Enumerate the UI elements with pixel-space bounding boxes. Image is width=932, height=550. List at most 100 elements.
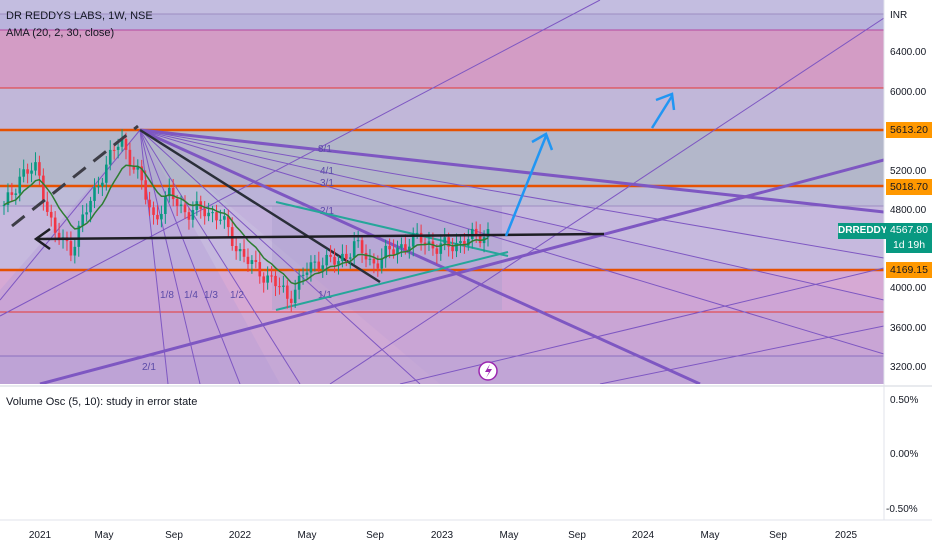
bar-countdown: 1d 19h [892,239,926,251]
time-tick: May [95,530,114,541]
fan-label: 1/4 [184,290,198,301]
candle-body [404,244,407,250]
candle-body [282,285,285,287]
candle-body [152,207,155,215]
oscillator-axis[interactable]: 0.50% 0.00% -0.50% [886,395,918,515]
candle-body [167,187,171,197]
candle-body [380,258,384,269]
candle-body [234,246,238,252]
candle-body [6,192,10,205]
candle-body [341,253,344,262]
gann-fan[interactable] [0,0,884,384]
candle-body [175,199,179,207]
candle-body [293,289,297,303]
candle-body [69,241,73,256]
candle-body [423,242,427,245]
candle-body [400,244,403,248]
candle-body [156,214,159,220]
candle-body [89,200,92,213]
dashed-trendline[interactable] [11,124,139,228]
time-tick: 2023 [431,530,454,541]
candle-body [160,214,163,220]
candle-body [132,166,136,170]
osc-tick: 0.00% [890,449,918,460]
candle-body [443,237,447,244]
candle-body [97,186,100,188]
neckline-arrow[interactable] [33,227,605,251]
candle-body [136,166,140,170]
oscillator-label[interactable]: Volume Osc (5, 10): study in error state [6,396,198,408]
chart-legend[interactable]: DR REDDYS LABS, 1W, NSE AMA (20, 2, 30, … [6,8,153,42]
candle-body [463,241,466,246]
candle-body [171,187,175,200]
candle-body [286,285,289,299]
candle-body [364,253,368,260]
price-tick: 3600.00 [890,323,927,334]
candle-body [408,246,411,250]
candle-body [45,201,49,212]
candle-body [309,262,313,273]
candle-body [474,228,478,235]
candle-body [254,260,258,263]
price-tag-5613: 5613.20 [886,122,932,138]
fan-label: 1/2 [230,290,244,301]
pennant-pattern[interactable] [275,201,509,311]
candle-body [451,246,454,252]
fan-label: 1/3 [204,290,218,301]
last-price-badge: 4567.80 1d 19h [886,223,932,253]
time-tick: Sep [769,530,787,541]
candle-body [42,175,45,202]
candle-body [30,170,33,174]
candle-body [447,237,450,247]
time-tick: Sep [165,530,183,541]
candle-body [179,204,183,207]
candle-body [411,233,415,247]
candle-body [223,216,226,220]
candle-body [372,258,376,264]
candle-body [215,212,218,221]
candle-body [274,275,277,287]
candle-body [148,199,151,208]
last-price-value: 4567.80 [890,224,928,236]
projection-arrows[interactable] [504,92,676,237]
candle-body [53,217,57,233]
candle-body [77,225,81,247]
candle-body [321,265,325,270]
candle-body [195,201,199,210]
candle-body [116,146,120,150]
candle-body [187,212,191,220]
candle-body [376,263,380,269]
lightning-icon[interactable] [478,361,498,381]
candle-body [112,149,116,151]
price-axis[interactable]: INR 6400.00 6000.00 5200.00 4800.00 4000… [890,10,927,373]
candle-body [34,162,37,171]
fan-label: 1/8 [160,290,174,301]
horizontal-levels[interactable] [0,13,884,357]
candle-body [427,241,431,245]
candle-body [57,232,61,241]
time-tick: 2024 [632,530,655,541]
candle-body [26,169,29,174]
candle-body [73,246,77,256]
candle-body [348,257,352,259]
candle-body [278,286,281,288]
price-axis-currency: INR [890,10,907,21]
background-bands [0,0,884,384]
candle-body [388,245,391,250]
candle-body [415,232,419,234]
time-tick: 2021 [29,530,52,541]
price-tick: 6000.00 [890,87,927,98]
candle-body [203,208,206,217]
symbol-title[interactable]: DR REDDYS LABS, 1W, NSE [6,10,153,22]
candle-body [120,138,124,147]
candle-body [289,298,293,303]
indicator-label[interactable]: AMA (20, 2, 30, close) [6,27,115,39]
candle-body [301,274,305,276]
candle-body [356,240,360,242]
candle-body [333,256,336,265]
time-axis[interactable]: 2021 May Sep 2022 May Sep 2023 May Sep 2… [29,530,858,541]
price-tick: 4000.00 [890,283,927,294]
candle-body [49,211,53,218]
time-tick: May [298,530,317,541]
